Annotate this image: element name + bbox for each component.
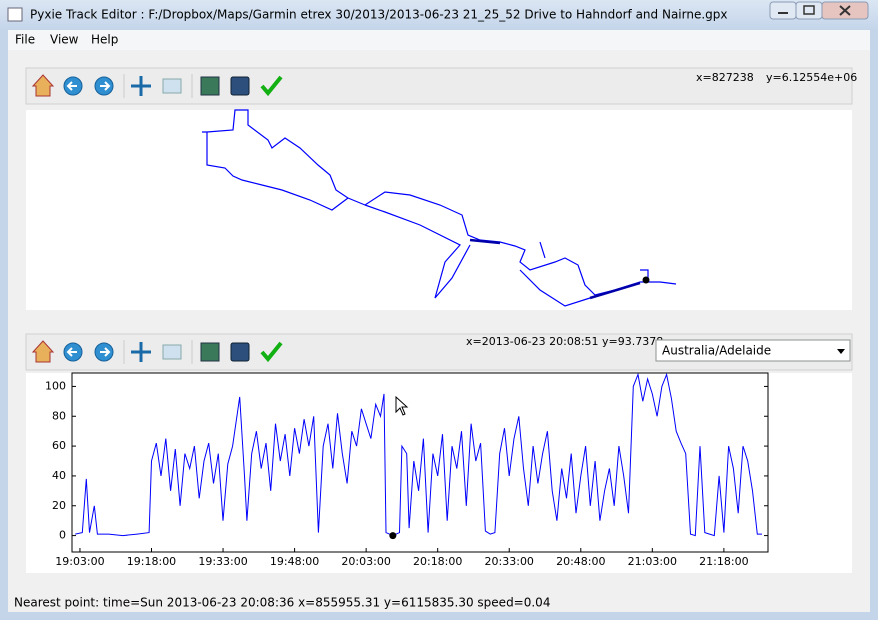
pan-button: [131, 76, 151, 96]
timezone-dropdown[interactable]: [655, 339, 851, 362]
speed-plot-area: [26, 373, 852, 573]
forward-arrow: [100, 347, 111, 357]
close-icon: [839, 5, 851, 16]
speed-line: [75, 372, 762, 537]
window-controls[interactable]: [769, 1, 869, 20]
zoom-rect-button: [200, 342, 220, 362]
save-button: [230, 76, 250, 96]
menu-item[interactable]: Help: [91, 33, 118, 47]
x-tick-label: 19:03:00: [55, 555, 104, 568]
map-current-point: [642, 276, 650, 284]
minimize-button[interactable]: [769, 1, 797, 20]
speed-chart: 0 20 40 60 80 100 19:03:00 19:18:00 19:33:00 19:4…: [45, 372, 769, 568]
axes-frame: [71, 372, 769, 553]
forward-arrow: [100, 81, 111, 91]
speed-coords: x=2013-06-23 20:08:51 y=93.7378: [466, 335, 663, 348]
y-tick-label: 100: [45, 379, 66, 392]
y-tick-label: 20: [52, 499, 66, 512]
subplots-button: [162, 344, 182, 360]
x-tick-label: 19:33:00: [198, 555, 247, 568]
timezone-value: Australia/Adelaide: [662, 344, 771, 358]
x-tick-label: 20:03:00: [341, 555, 390, 568]
x-tick-label: 20:33:00: [485, 555, 534, 568]
save-button: [230, 342, 250, 362]
menu-item[interactable]: View: [50, 33, 79, 47]
current-point: [389, 532, 397, 540]
mouse-cursor: [395, 395, 409, 416]
back-arrow: [66, 81, 77, 91]
track-dense: [589, 281, 641, 300]
home-button: [31, 340, 55, 363]
track-dense: [469, 238, 501, 245]
y-tick-label: 0: [59, 529, 66, 542]
x-tick-label: 19:18:00: [127, 555, 176, 568]
map-coord-y: y=6.12554e+06: [766, 71, 857, 84]
toolbar-buttons: [31, 340, 283, 364]
map-plot: [26, 110, 852, 310]
subplots-button: [162, 78, 182, 94]
zoom-rect-button: [200, 76, 220, 96]
maximize-icon: [803, 5, 815, 15]
menu-item[interactable]: File: [15, 33, 35, 47]
x-tick-label: 20:18:00: [413, 555, 462, 568]
pan-button: [131, 342, 151, 362]
title-bar: [0, 0, 878, 30]
y-tick-label: 60: [52, 439, 66, 452]
x-tick-label: 20:48:00: [556, 555, 605, 568]
app-icon: [7, 7, 23, 22]
x-tick-label: 21:03:00: [628, 555, 677, 568]
map-coord-x: x=827238: [696, 71, 754, 84]
home-button: [31, 74, 55, 97]
apply-button: [260, 341, 283, 363]
back-arrow: [66, 347, 77, 357]
x-tick-label: 19:48:00: [270, 555, 319, 568]
y-tick-label: 40: [52, 469, 66, 482]
x-tick-label: 21:18:00: [699, 555, 748, 568]
menu-bar: [8, 30, 870, 50]
maximize-button[interactable]: [795, 1, 823, 20]
dropdown-arrow: [837, 349, 845, 354]
status-bar: Nearest point: time=Sun 2013-06-23 20:08…: [14, 596, 550, 610]
y-tick-label: 80: [52, 409, 66, 422]
window-title: Pyxie Track Editor : F:/Dropbox/Maps/Gar…: [30, 8, 728, 22]
toolbar-buttons: [31, 74, 283, 98]
apply-button: [260, 75, 283, 97]
track-path: [202, 109, 677, 307]
